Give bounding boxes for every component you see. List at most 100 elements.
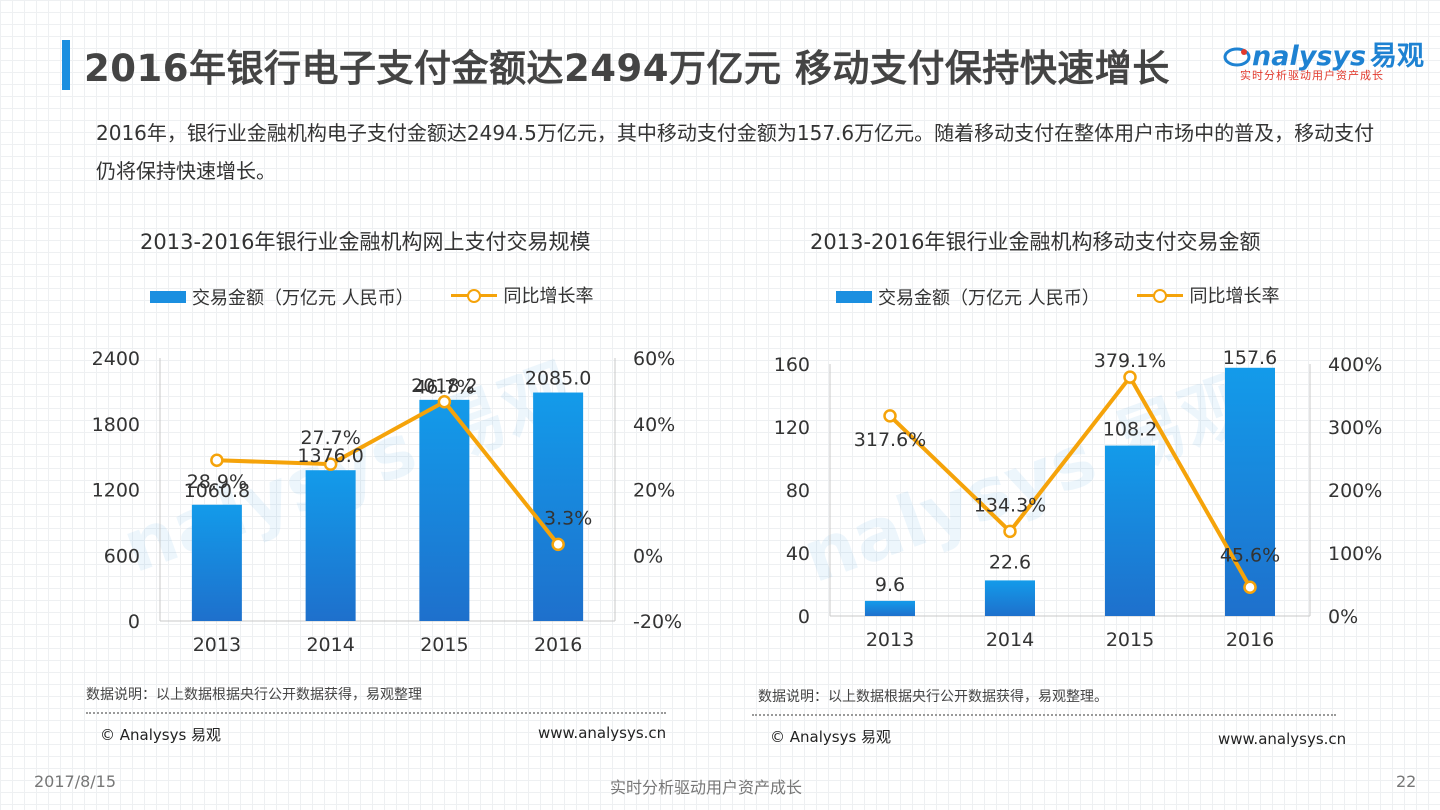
bar-2016 — [533, 392, 584, 621]
growth-rate-label: 27.7% — [300, 427, 360, 449]
x-tick-label: 2016 — [1226, 629, 1274, 651]
chart-1-source-note: 数据说明：以上数据根据央行公开数据获得，易观整理 — [86, 687, 422, 703]
growth-rate-point-2014 — [1003, 524, 1017, 539]
title-accent-bar — [62, 40, 70, 90]
x-tick-label: 2014 — [306, 634, 354, 656]
y-left-tick-label: 0 — [798, 606, 810, 628]
y-right-tick-label: 100% — [1328, 543, 1382, 565]
logo-swirl-icon — [1223, 47, 1251, 67]
bar-2015 — [1105, 445, 1155, 616]
legend-bar-swatch — [150, 291, 186, 303]
legend-line-item: 同比增长率 — [451, 282, 593, 308]
x-tick-label: 2015 — [1106, 629, 1154, 651]
y-left-tick-label: 160 — [774, 354, 810, 376]
x-tick-label: 2016 — [534, 634, 582, 656]
bar-value-label: 2085.0 — [525, 368, 591, 390]
logo-cn: 易观 — [1370, 41, 1425, 72]
x-tick-label: 2013 — [193, 634, 241, 656]
bar-value-label: 22.6 — [989, 551, 1031, 573]
y-left-tick-label: 0 — [128, 611, 140, 633]
growth-rate-point-2015 — [1123, 370, 1137, 384]
bar-2013 — [865, 600, 915, 616]
analysys-logo: nalysys 易观 实时分析驱动用户资产成长 — [1222, 34, 1424, 86]
legend-line-label: 同比增长率 — [1189, 286, 1280, 307]
chart-2-plot: 0 40 80 120 160 0% 100% 200% 300% 400% 2013 2014 201… — [774, 347, 1383, 651]
chart-1-title: 2013-2016年银行业金融机构网上支付交易规模 — [140, 230, 591, 254]
y-right-tick-label: 400% — [1328, 354, 1382, 376]
growth-rate-label: 28.9% — [187, 471, 247, 493]
growth-rate-label: 379.1% — [1094, 350, 1166, 372]
footer-page-number: 22 — [1396, 772, 1417, 791]
footer-slogan: 实时分析驱动用户资产成长 — [610, 778, 803, 797]
y-right-tick-label: 200% — [1328, 480, 1382, 502]
legend-line-item: 同比增长率 — [1137, 282, 1279, 308]
bar-value-label: 157.6 — [1223, 347, 1277, 369]
bar-2014 — [985, 580, 1035, 616]
y-right-tick-label: -20% — [633, 611, 682, 633]
bar-value-label: 9.6 — [875, 574, 905, 596]
legend-bar-swatch — [836, 291, 872, 303]
footer-date: 2017/8/15 — [34, 772, 117, 791]
y-left-tick-label: 120 — [774, 417, 810, 439]
legend-bar-label: 交易金额（万亿元 人民币） — [192, 288, 414, 309]
bar-2013 — [191, 504, 242, 621]
growth-rate-point-2015 — [437, 394, 452, 409]
legend-bar-label: 交易金额（万亿元 人民币） — [878, 288, 1100, 309]
logo-text: nalysys — [1252, 41, 1367, 72]
logo-tagline: 实时分析驱动用户资产成长 — [1240, 69, 1384, 82]
growth-rate-label: 3.3% — [544, 507, 592, 529]
growth-rate-point-2016 — [1243, 580, 1257, 595]
growth-rate-label: 46.7% — [414, 377, 474, 399]
bar-value-label: 1060.8 — [184, 480, 250, 502]
legend-line-swatch — [1137, 287, 1184, 303]
y-right-tick-label: 0% — [1328, 606, 1358, 628]
chart-1-copyright: © Analysys 易观 — [100, 726, 222, 744]
y-right-tick-label: 60% — [633, 348, 675, 370]
x-tick-label: 2013 — [866, 629, 914, 651]
legend-line-swatch — [451, 287, 498, 303]
y-left-tick-label: 2400 — [92, 348, 140, 370]
bar-2014 — [305, 470, 356, 621]
chart-2-url: www.analysys.cn — [1218, 730, 1347, 748]
bar-value-label: 1376.0 — [297, 445, 363, 467]
legend-line-label: 同比增长率 — [503, 286, 594, 307]
growth-rate-point-2016 — [551, 537, 565, 552]
bar-value-label: 2018.2 — [411, 375, 477, 397]
growth-rate-label: 45.6% — [1220, 544, 1280, 566]
chart-2-title: 2013-2016年银行业金融机构移动支付交易金额 — [810, 230, 1261, 254]
chart-1-legend: 交易金额（万亿元 人民币） 同比增长率 — [150, 282, 625, 310]
growth-rate-line — [216, 399, 560, 546]
bar-2015 — [419, 399, 470, 621]
page-title: 2016年银行电子支付金额达2494万亿元 移动支付保持快速增长 — [84, 47, 1170, 90]
intro-paragraph: 2016年，银行业金融机构电子支付金额达2494.5万亿元，其中移动支付金额为1… — [96, 121, 1375, 183]
y-left-tick-label: 40 — [786, 543, 810, 565]
growth-rate-point-2014 — [323, 457, 338, 471]
y-left-tick-label: 1200 — [92, 480, 140, 502]
y-right-tick-label: 0% — [633, 545, 663, 567]
y-right-tick-label: 20% — [633, 480, 675, 502]
chart-1-divider — [86, 712, 666, 714]
bar-value-label: 108.2 — [1103, 419, 1157, 441]
chart-1-plot: 0 600 1200 1800 2400 -20% 0% 20% 40% 60% 2013 2014 2… — [92, 348, 682, 656]
y-right-tick-label: 40% — [633, 414, 675, 436]
y-left-tick-label: 600 — [104, 545, 140, 567]
legend-bar-item: 交易金额（万亿元 人民币） — [150, 284, 414, 310]
x-tick-label: 2015 — [420, 634, 468, 656]
growth-rate-line — [888, 375, 1252, 589]
y-left-tick-label: 1800 — [92, 414, 140, 436]
growth-rate-label: 134.3% — [974, 494, 1046, 516]
bar-2016 — [1225, 367, 1275, 616]
chart-2-legend: 交易金额（万亿元 人民币） 同比增长率 — [836, 282, 1311, 310]
growth-rate-point-2013 — [210, 453, 224, 467]
chart-1-url: www.analysys.cn — [538, 724, 667, 742]
growth-rate-label: 317.6% — [854, 429, 926, 451]
x-tick-label: 2014 — [986, 629, 1034, 651]
y-right-tick-label: 300% — [1328, 417, 1382, 439]
chart-2-divider — [752, 714, 1336, 716]
legend-bar-item: 交易金额（万亿元 人民币） — [836, 284, 1100, 310]
chart-2-copyright: © Analysys 易观 — [770, 728, 892, 746]
chart-2-source-note: 数据说明：以上数据根据央行公开数据获得，易观整理。 — [758, 689, 1108, 705]
growth-rate-point-2013 — [883, 409, 897, 423]
logo-wordmark: nalysys 易观 — [1222, 34, 1424, 73]
y-left-tick-label: 80 — [786, 480, 810, 502]
